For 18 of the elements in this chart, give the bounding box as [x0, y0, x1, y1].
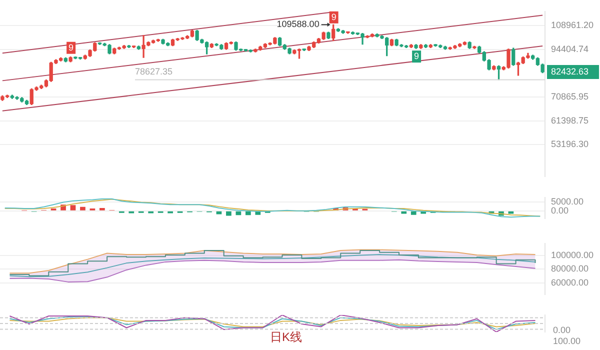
- y-tick-label: 80000.00: [551, 264, 589, 274]
- y-tick-label: 70865.95: [551, 92, 589, 102]
- annotation: 109588.00: [276, 19, 320, 30]
- annotation: 日K线: [270, 329, 302, 345]
- y-tick-label: 100000.00: [551, 250, 594, 260]
- ref-line-label: 78627.35: [135, 66, 173, 76]
- annotation: 9: [331, 12, 336, 22]
- y-tick-label: 5000.00: [551, 196, 584, 206]
- annotation: 9: [414, 51, 420, 62]
- y-tick-label: 94404.74: [551, 44, 589, 54]
- y-tick-label: 53196.30: [551, 139, 589, 150]
- annotation: 9: [68, 42, 74, 52]
- y-tick-label: 60000.00: [551, 277, 589, 288]
- y-tick-label: 108961.20: [551, 20, 594, 30]
- y-tick-label: 61398.75: [551, 115, 589, 126]
- text: 82432.63: [551, 66, 589, 76]
- y-tick-label: 0.00: [551, 205, 569, 216]
- text: 100.00: [553, 335, 581, 347]
